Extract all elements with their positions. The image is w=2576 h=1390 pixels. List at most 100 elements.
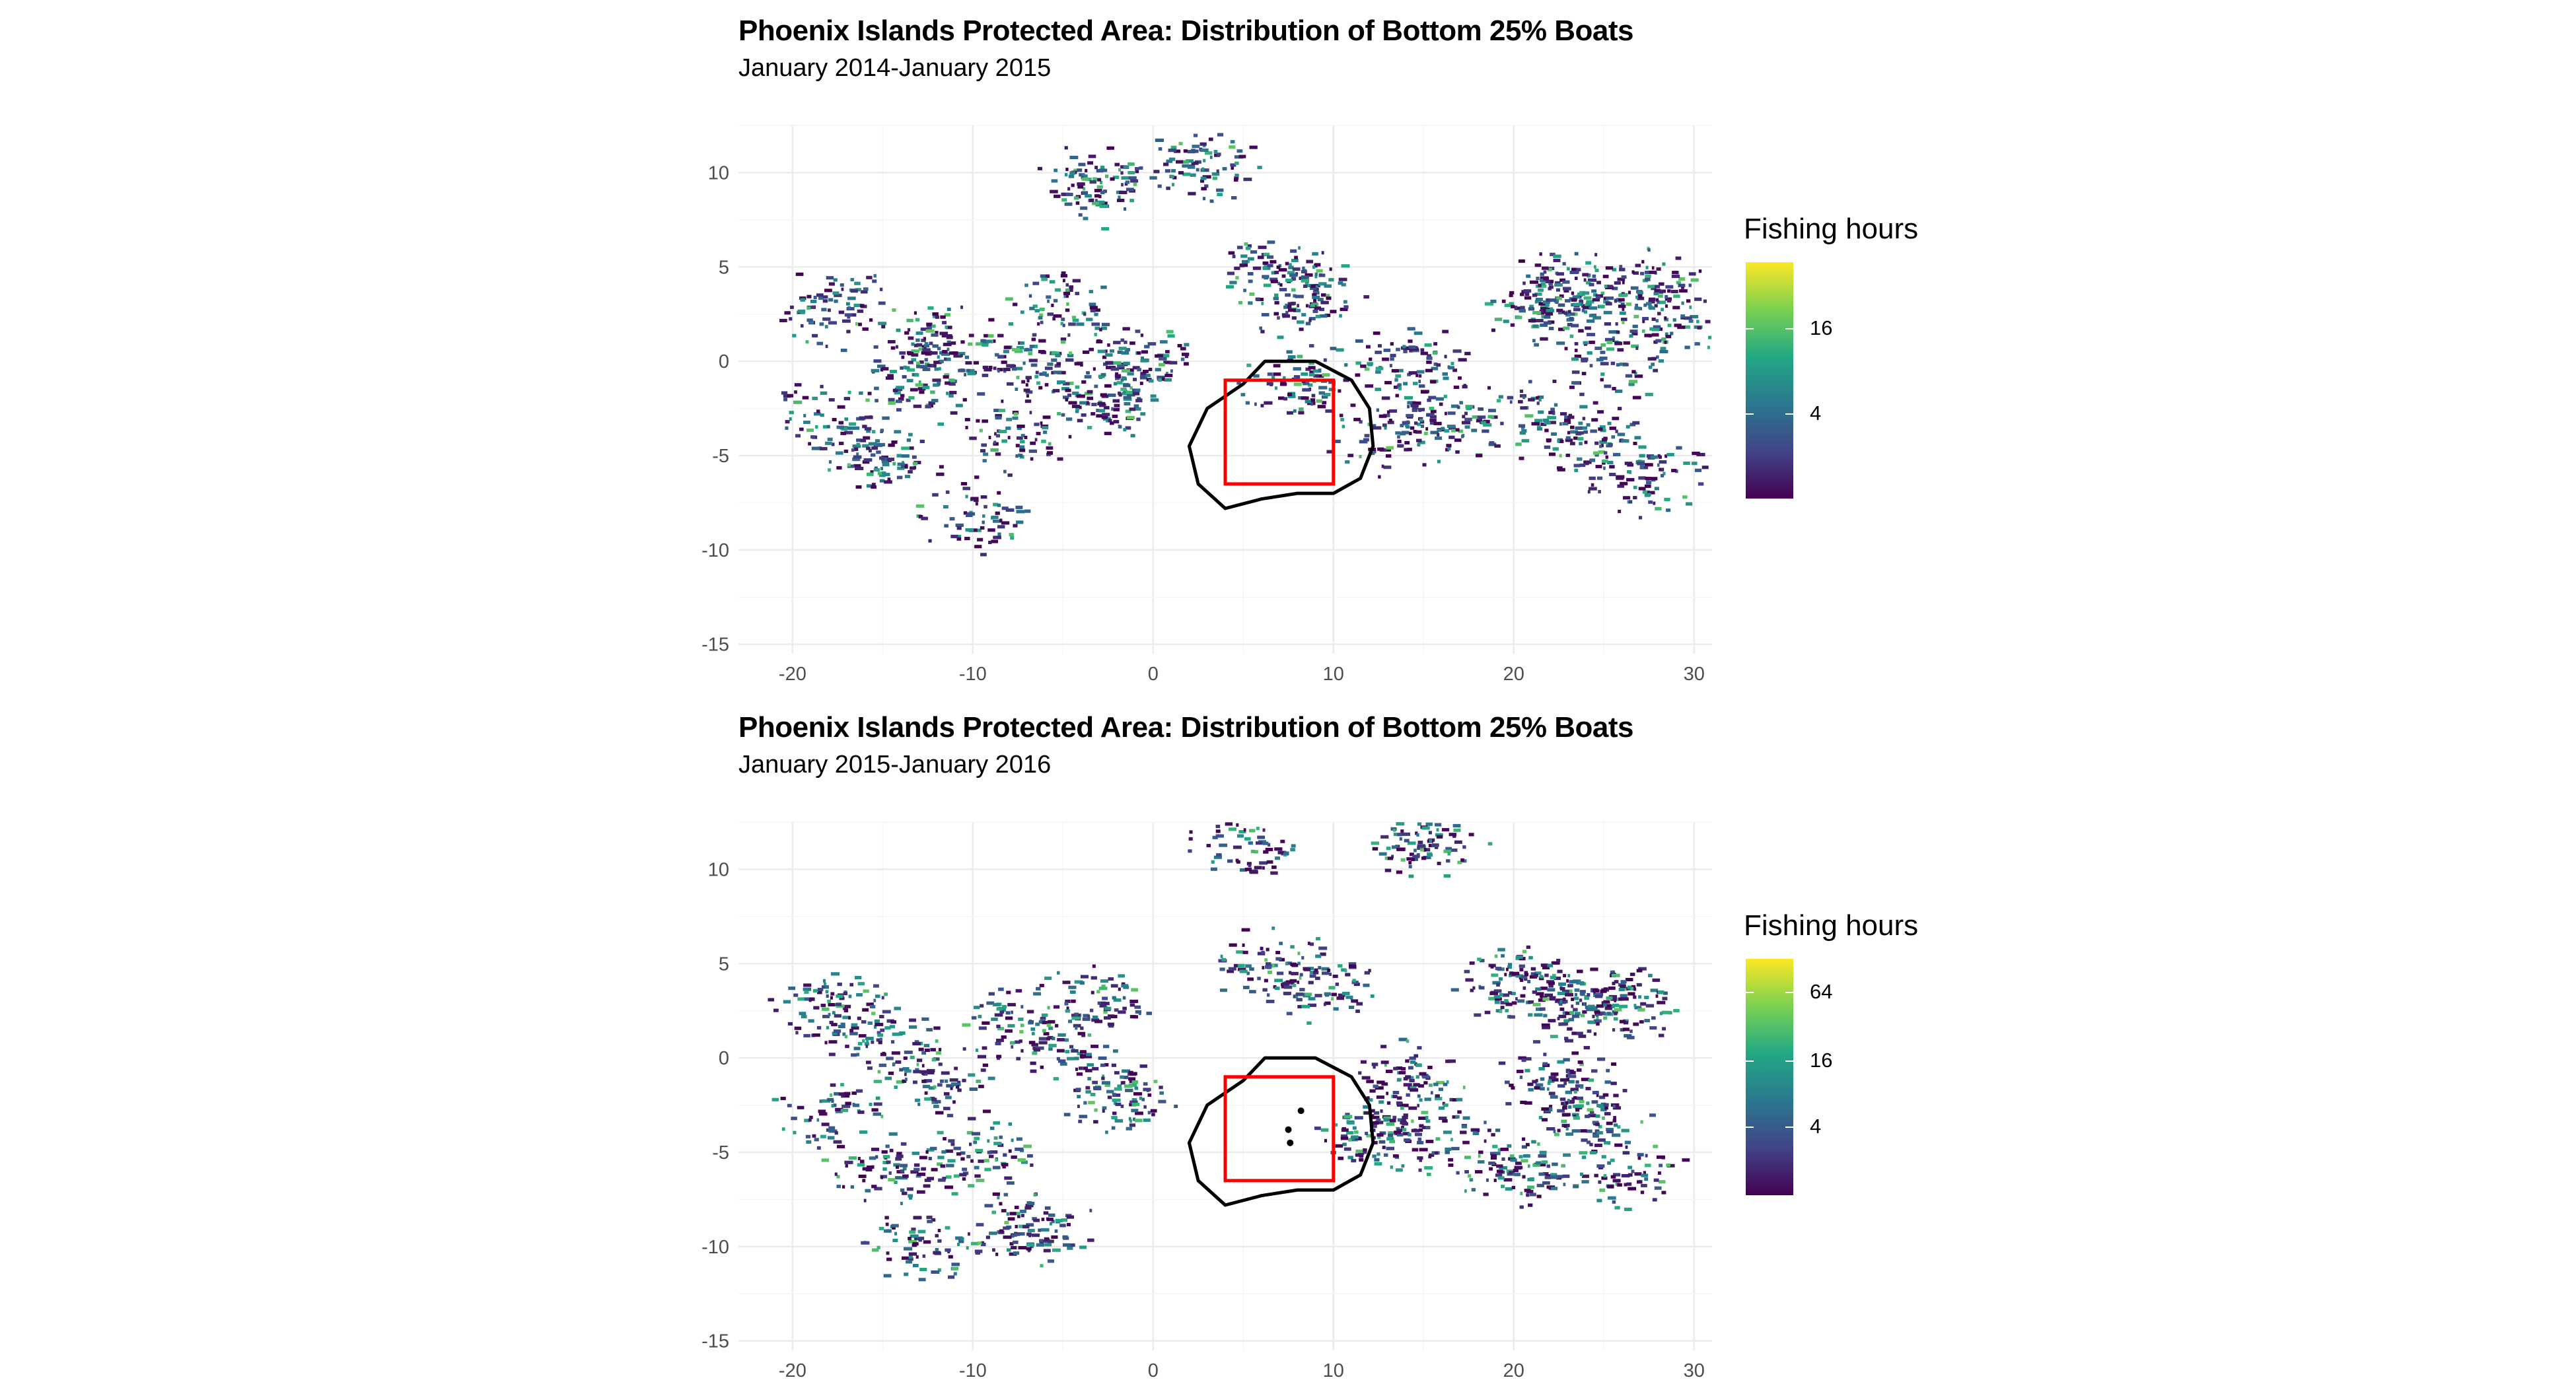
heatmap-cell [1262, 828, 1266, 832]
heatmap-cell [880, 1175, 888, 1179]
heatmap-cell [1464, 969, 1470, 973]
heatmap-cell [1377, 1152, 1380, 1156]
heatmap-cell [1577, 969, 1583, 973]
heatmap-cell [1482, 429, 1489, 433]
heatmap-cell [1589, 306, 1598, 310]
heatmap-cell [1064, 146, 1068, 150]
heatmap-cell [1102, 1109, 1105, 1113]
heatmap-cell [900, 366, 904, 370]
heatmap-cell [1670, 289, 1678, 294]
heatmap-cell [1264, 979, 1268, 983]
heatmap-cell [828, 1129, 838, 1133]
heatmap-cell [1326, 296, 1332, 300]
heatmap-cell [1072, 391, 1079, 396]
heatmap-cell [1111, 1116, 1118, 1120]
heatmap-cell [1006, 364, 1015, 368]
heatmap-cell [865, 1189, 871, 1193]
heatmap-cell [1545, 312, 1554, 316]
heatmap-cell [909, 446, 914, 450]
heatmap-cell [1368, 969, 1371, 973]
heatmap-cell [1460, 858, 1464, 862]
heatmap-cell [1694, 297, 1702, 301]
y-tick-label: 10 [708, 859, 729, 880]
heatmap-cell [1319, 314, 1328, 318]
heatmap-cell [976, 528, 982, 532]
heatmap-cell [1318, 965, 1322, 970]
heatmap-cell [1364, 367, 1370, 371]
heatmap-cell [1692, 451, 1700, 456]
heatmap-cell [1062, 1235, 1068, 1239]
heatmap-cell [813, 1006, 820, 1010]
heatmap-cell [1514, 1173, 1521, 1177]
heatmap-cell [908, 469, 913, 474]
heatmap-cell [1578, 1034, 1587, 1038]
heatmap-cell [1121, 176, 1130, 180]
heatmap-cell [1065, 417, 1073, 421]
heatmap-cell [881, 1150, 888, 1154]
heatmap-cell [1449, 1097, 1453, 1101]
heatmap-cell [869, 318, 873, 322]
heatmap-cell [1603, 310, 1612, 314]
heatmap-cell [895, 1157, 902, 1161]
heatmap-cell [1045, 373, 1050, 377]
heatmap-cell [1472, 1131, 1480, 1136]
heatmap-cell [902, 1174, 909, 1178]
heatmap-cell [1558, 328, 1565, 331]
heatmap-cell [1326, 294, 1330, 298]
heatmap-cell [1542, 300, 1550, 304]
heatmap-cell [1063, 1113, 1071, 1117]
heatmap-cell [1017, 1158, 1026, 1162]
heatmap-cell [1553, 1129, 1556, 1133]
heatmap-cell [922, 383, 928, 387]
heatmap-cell [783, 1000, 791, 1004]
heatmap-cell [1433, 421, 1442, 425]
heatmap-cell [1056, 1057, 1060, 1060]
heatmap-cell [933, 1085, 937, 1089]
heatmap-cell [1064, 202, 1073, 206]
heatmap-cell [1487, 842, 1493, 846]
heatmap-cell [1435, 833, 1443, 837]
heatmap-cell [1621, 275, 1627, 279]
island-point [1297, 1107, 1305, 1115]
heatmap-cell [1149, 176, 1157, 180]
heatmap-cell [836, 466, 842, 470]
heatmap-cell [1653, 501, 1656, 505]
heatmap-cell [924, 1048, 930, 1053]
heatmap-cell [1133, 182, 1137, 186]
heatmap-cell [1683, 461, 1690, 466]
heatmap-cell [1417, 1046, 1422, 1050]
heatmap-cell [1108, 419, 1112, 423]
heatmap-cell [1283, 851, 1289, 855]
heatmap-cell [1320, 952, 1326, 956]
heatmap-cell [1308, 981, 1314, 985]
heatmap-cell [1380, 835, 1389, 839]
heatmap-cell [1259, 861, 1268, 865]
heatmap-cell [833, 1140, 842, 1144]
heatmap-cell [1601, 1155, 1606, 1159]
heatmap-cell [1578, 329, 1584, 333]
heatmap-cell [1404, 396, 1413, 400]
heatmap-cell [1575, 1104, 1584, 1108]
heatmap-cell [1500, 1147, 1509, 1152]
heatmap-cell [1575, 431, 1584, 435]
heatmap-cell [1308, 316, 1316, 321]
heatmap-cell [1005, 508, 1015, 512]
heatmap-cell [923, 1043, 930, 1047]
heatmap-cell [878, 1063, 887, 1067]
heatmap-cell [1557, 969, 1563, 973]
heatmap-cell [1557, 310, 1562, 315]
heatmap-cell [1607, 1012, 1611, 1016]
heatmap-cell [1686, 502, 1693, 506]
heatmap-cell [1345, 973, 1351, 977]
heatmap-cell [1550, 407, 1555, 411]
heatmap-cell [896, 1154, 904, 1158]
heatmap-cell [959, 1173, 967, 1177]
heatmap-cell [921, 516, 928, 520]
heatmap-cell [962, 1167, 968, 1171]
heatmap-cell [1009, 533, 1014, 537]
heatmap-cell [842, 1032, 846, 1036]
heatmap-cell [1480, 421, 1486, 425]
heatmap-cell [874, 1019, 880, 1023]
heatmap-cell [1203, 158, 1206, 162]
heatmap-cell [1124, 347, 1131, 352]
